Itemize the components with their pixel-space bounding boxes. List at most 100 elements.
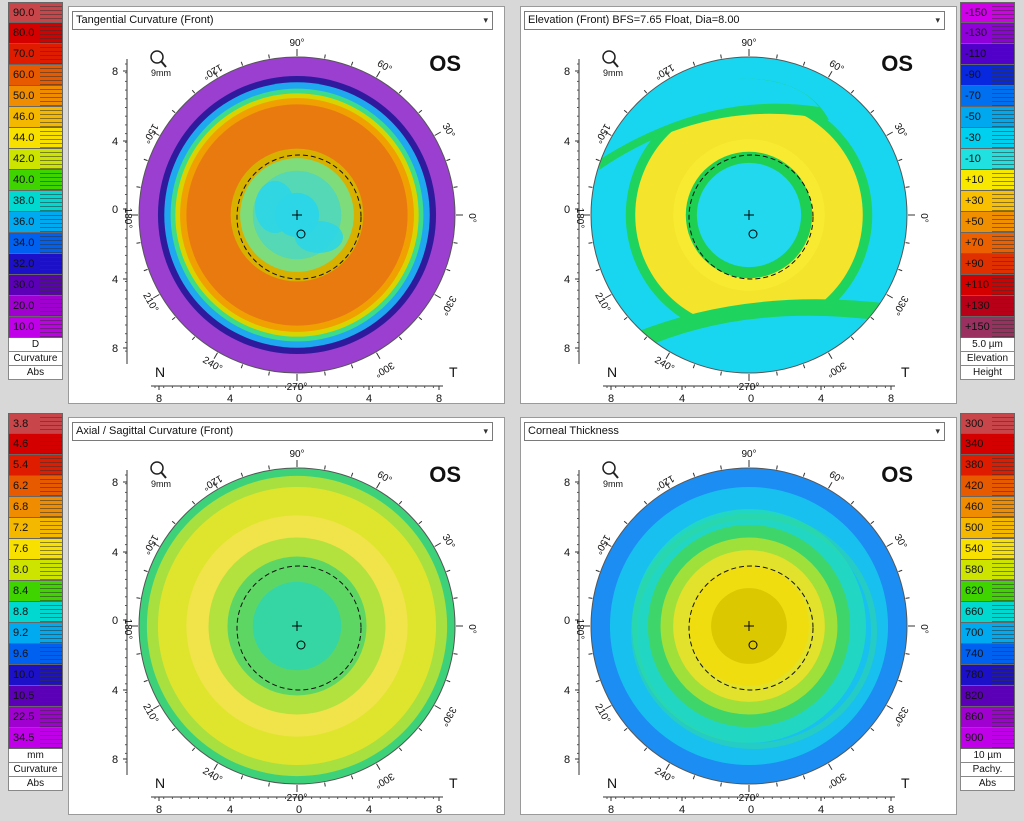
x-tick-label: 4 [818,804,824,816]
x-tick-label: 0 [296,804,302,816]
scale-ticks [992,44,1014,64]
scale-value: 34.5 [13,732,35,744]
scale-step: 340 [960,434,1015,455]
angle-tick [604,705,612,710]
angle-tick [898,158,903,162]
scale-ticks [992,728,1014,748]
thickness-color-scale[interactable]: 300 340 380 420 460 500 540 580 620 660 700 740 780 8… [960,413,1015,791]
temporal-label: T [449,364,458,380]
topography-map[interactable]: 8 4 0 4 8 8 4 0 4 8 90° 60° 30° 0° 330° 300° 270° 240° 210… [69,440,504,820]
topography-map[interactable]: 8 4 0 4 8 8 4 0 4 8 90° 60° 30° 0° 330° 300° 270° 240° 210… [521,440,956,820]
map-type-select[interactable]: Tangential Curvature (Front) ▾ [72,11,493,30]
angle-label: 30° [892,532,909,551]
scale-value: 860 [965,711,984,723]
map-type-select[interactable]: Corneal Thickness ▾ [524,422,945,441]
scale-ticks [992,233,1014,253]
angle-tick [434,705,442,710]
angle-tick [240,61,244,66]
chevron-down-icon[interactable]: ▾ [483,426,488,436]
chevron-down-icon[interactable]: ▾ [483,15,488,25]
y-tick-label: 8 [112,343,118,355]
thickness-map-panel: Corneal Thickness ▾ 8 4 0 4 8 8 4 0 4 8 90° 60° 30° 0° 3… [520,417,957,816]
map-type-select[interactable]: Elevation (Front) BFS=7.65 Float, Dia=8.… [524,11,945,30]
angle-tick [152,542,160,547]
map-type-select[interactable]: Axial / Sagittal Curvature (Front) ▾ [72,422,493,441]
angle-tick [152,131,160,136]
scale-step: 10.0 [8,317,63,338]
angle-tick [171,316,176,321]
scale-ticks [992,560,1014,580]
angle-tick [665,481,670,489]
scale-step: 3.8 [8,413,63,434]
scale-step: -50 [960,107,1015,128]
chevron-down-icon[interactable]: ▾ [935,426,940,436]
angle-tick [802,61,806,66]
topography-map[interactable]: 8 4 0 4 8 8 4 0 4 8 90° 60° 30° 0° 330° 300° 270° 240° 210… [69,29,504,409]
chevron-down-icon[interactable]: ▾ [935,15,940,25]
scale-ticks [40,212,62,232]
scale-value: 44.0 [13,132,35,144]
y-tick-label: 8 [564,477,570,489]
angle-tick [623,109,628,114]
axial-color-scale[interactable]: 3.8 4.6 5.4 6.2 6.8 7.2 7.6 8.0 8.4 8.8 9.2 9.6 10.0… [8,413,63,791]
angle-tick [643,89,648,94]
scale-ticks [40,275,62,295]
pupil-outline [236,154,362,280]
angle-label: 300° [373,359,396,379]
scale-footer-label: Abs [960,777,1015,791]
zoom-icon[interactable] [150,50,167,68]
scale-ticks [40,23,62,43]
nasal-label: N [607,775,617,791]
scale-step: 420 [960,476,1015,497]
scale-ticks [992,191,1014,211]
angle-tick [418,109,423,114]
apex-marker [744,621,754,631]
scale-step: 20.0 [8,296,63,317]
pupil-center-marker [748,640,758,650]
angle-tick [171,727,176,732]
scale-value: 540 [965,543,984,555]
angle-tick [588,597,593,599]
scale-value: -50 [965,111,981,123]
scale-value: 620 [965,585,984,597]
elevation-color-scale[interactable]: -150 -130 -110 -90 -70 -50 -30 -10 +10 +30 +50 +70 +… [960,2,1015,380]
scale-step: 740 [960,644,1015,665]
angle-tick [870,727,875,732]
angle-label: 180° [574,208,585,229]
scale-value: 300 [965,418,984,430]
zoom-icon[interactable] [150,461,167,479]
scale-ticks [992,707,1014,727]
axial-quadrant: 3.8 4.6 5.4 6.2 6.8 7.2 7.6 8.0 8.4 8.8 9.2 9.6 10.0… [0,411,512,821]
scale-value: 46.0 [13,111,35,123]
scale-ticks [40,560,62,580]
angle-tick [665,70,670,78]
map-color-zone [295,221,343,253]
topography-map[interactable]: 8 4 0 4 8 8 4 0 4 8 90° 60° 30° 0° 330° 300° 270° 240° 210… [521,29,956,409]
angle-tick [324,782,326,787]
scale-step: -30 [960,128,1015,149]
angle-label: 210° [592,291,612,314]
zoom-icon[interactable] [602,461,619,479]
angle-label: 210° [140,702,160,725]
angle-tick [453,242,458,244]
scale-ticks [992,414,1014,433]
angle-tick [870,316,875,321]
angle-tick [268,782,270,787]
zoom-icon[interactable] [602,50,619,68]
scale-step: 460 [960,497,1015,518]
y-tick-label: 0 [564,615,570,627]
scale-value: -110 [965,48,987,60]
scale-footer-label: Curvature [8,352,63,366]
angle-tick [350,775,354,780]
x-tick-label: 4 [818,393,824,405]
scale-ticks [992,275,1014,295]
scale-value: 22.5 [13,711,35,723]
angle-tick [268,371,270,376]
scale-footer-label: 10 µm [960,749,1015,763]
tangential-color-scale[interactable]: 90.0 80.0 70.0 60.0 50.0 46.0 44.0 42.0 40.0 38.0… [8,2,63,380]
scale-ticks [992,212,1014,232]
angle-tick [828,763,833,771]
scale-ticks [40,728,62,748]
scale-step: 10.0 [8,665,63,686]
angle-tick [213,352,218,360]
